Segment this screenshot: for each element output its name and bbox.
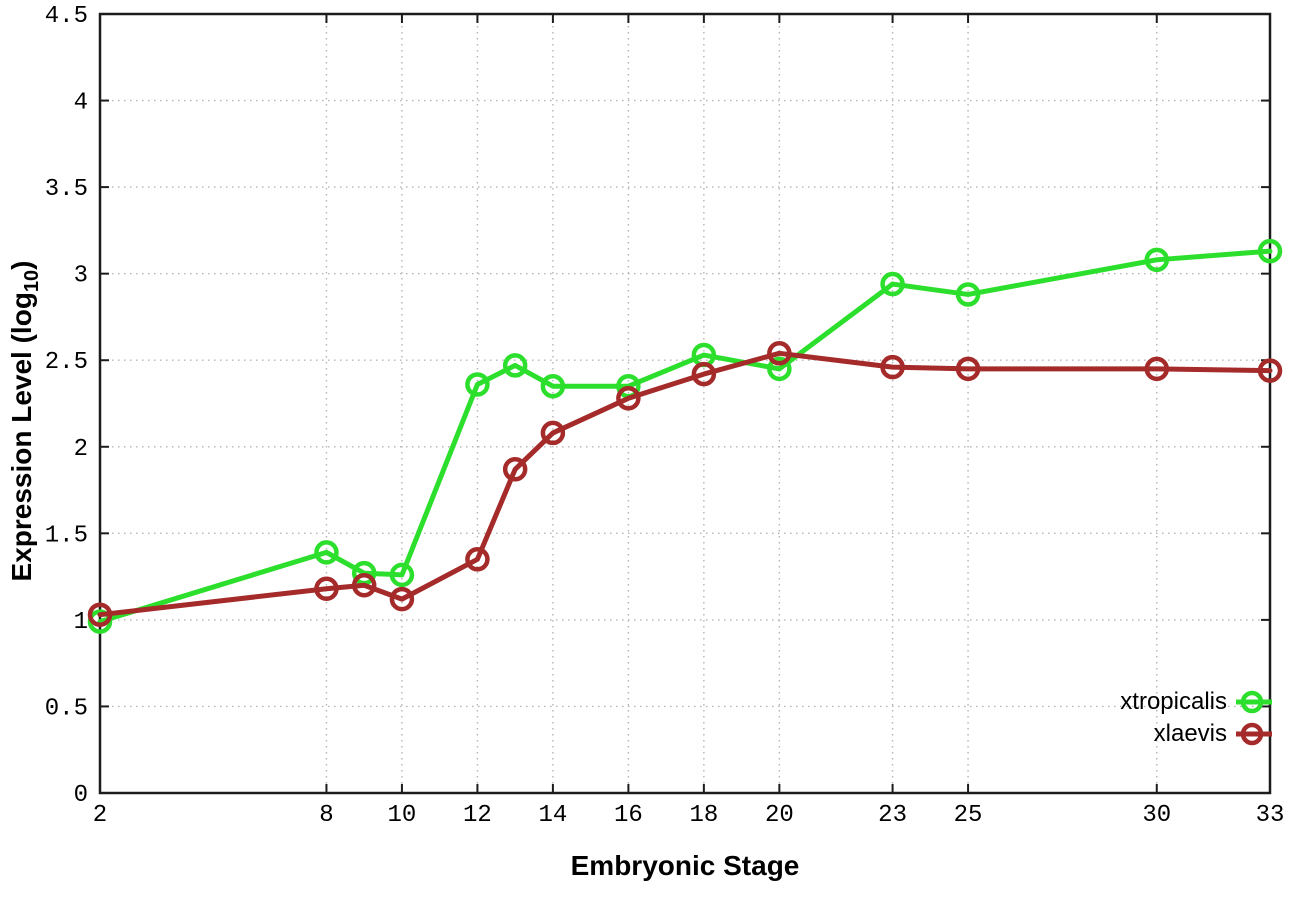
xlaevis-data-point xyxy=(1144,356,1170,382)
x-tick-label: 18 xyxy=(689,802,718,829)
y-axis-title-text: Expression Level (log xyxy=(6,292,38,582)
x-tick-label: 30 xyxy=(1142,802,1171,829)
xtropicalis-data-point xyxy=(1257,238,1283,264)
y-tick-label: 1 xyxy=(74,609,88,636)
xlaevis-data-point xyxy=(767,341,792,366)
y-tick-label: 4 xyxy=(74,90,88,117)
y-tick-label: 2 xyxy=(74,436,88,463)
xtropicalis-data-point xyxy=(314,540,339,565)
xlaevis-data-point xyxy=(955,356,981,382)
y-axis-title: Expression Level (log10) xyxy=(6,261,44,582)
xlaevis-data-point xyxy=(87,602,113,627)
legend-label-xtropicalis: xtropicalis xyxy=(1120,687,1227,715)
x-tick-label: 33 xyxy=(1256,802,1285,829)
x-tick-label: 10 xyxy=(388,802,417,829)
x-tick-label: 20 xyxy=(765,802,794,829)
xtropicalis-data-point xyxy=(1144,247,1170,273)
xlaevis-data-point xyxy=(691,361,717,387)
xtropicalis-data-point xyxy=(955,282,981,307)
xtropicalis-data-point xyxy=(880,271,905,297)
xlaevis-data-point xyxy=(540,420,566,446)
y-tick-label: 1.5 xyxy=(45,522,88,549)
x-tick-label: 23 xyxy=(878,802,907,829)
x-tick-label: 14 xyxy=(538,802,567,829)
legend-label-xlaevis: xlaevis xyxy=(1153,719,1227,747)
xtropicalis-line xyxy=(97,248,1273,625)
xtropicalis-data-point xyxy=(465,372,490,397)
xtropicalis-data-point xyxy=(389,562,415,588)
legend: xtropicalis xlaevis xyxy=(1120,686,1272,749)
xtropicalis-data-point xyxy=(767,356,792,382)
xlaevis-data-point xyxy=(389,586,415,612)
y-tick-label: 2.5 xyxy=(45,349,88,376)
xlaevis-data-point xyxy=(465,547,490,572)
plot-border xyxy=(98,12,1272,795)
xtropicalis-data-point xyxy=(540,373,566,399)
x-axis-title: Embryonic Stage xyxy=(570,850,800,881)
x-tick-label: 8 xyxy=(319,802,333,829)
legend-item-xlaevis: xlaevis xyxy=(1154,718,1272,749)
y-axis-title-close: ) xyxy=(6,260,38,270)
xlaevis-data-point xyxy=(880,354,905,380)
y-tick-label: 4.5 xyxy=(45,3,88,30)
y-axis-title-subscript: 10 xyxy=(20,269,43,293)
xlaevis-data-point xyxy=(351,573,377,598)
xlaevis-data-point xyxy=(1257,358,1283,383)
xlaevis-line xyxy=(97,350,1273,618)
y-tick-label: 0 xyxy=(74,782,88,809)
xlaevis-data-point xyxy=(616,386,641,411)
xtropicalis-data-point xyxy=(502,353,528,378)
xlaevis-line-sample-icon xyxy=(1236,722,1272,745)
xlaevis-data-point xyxy=(502,457,528,482)
x-tick-label: 2 xyxy=(93,802,107,829)
legend-item-xtropicalis: xtropicalis xyxy=(1120,686,1272,717)
xlaevis-data-point xyxy=(314,576,339,601)
y-tick-label: 0.5 xyxy=(45,695,88,722)
y-tick-label: 3 xyxy=(74,263,88,290)
y-tick-label: 3.5 xyxy=(45,176,88,203)
x-tick-label: 16 xyxy=(614,802,643,829)
x-tick-label: 12 xyxy=(463,802,492,829)
xtropicalis-line-sample-icon xyxy=(1236,690,1272,713)
x-tick-label: 25 xyxy=(954,802,983,829)
